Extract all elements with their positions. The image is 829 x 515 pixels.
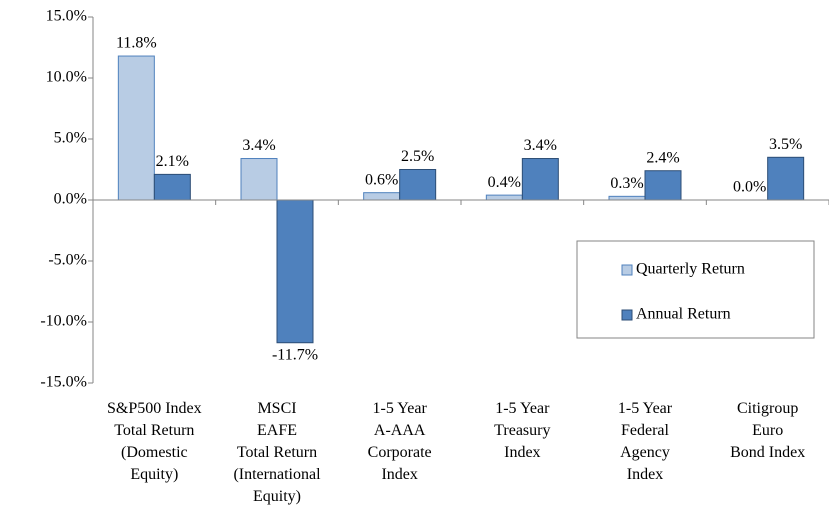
x-tick-label-line: Index [627, 466, 663, 483]
value-label: 0.4% [488, 174, 521, 191]
bar [153, 173, 191, 201]
value-label: 2.4% [646, 149, 679, 166]
value-label: 3.4% [242, 137, 275, 154]
y-tick-label: 0.0% [54, 191, 87, 208]
y-tick-label: 15.0% [46, 8, 87, 25]
bar [521, 158, 559, 201]
value-label: 0.6% [365, 171, 398, 188]
bar [117, 55, 155, 201]
y-tick-label: -15.0% [40, 374, 87, 391]
x-tick-label: Citigroup Euro Bond Index [730, 400, 805, 461]
x-tick-label-line: 1-5 Year [618, 400, 673, 417]
x-tick-label-line: (International [233, 466, 321, 483]
bar [767, 156, 805, 201]
x-tick-label-line: 1-5 Year [495, 400, 550, 417]
bar [608, 195, 646, 201]
x-tick-label-line: Euro [752, 422, 783, 439]
x-tick-label-line: Federal [621, 422, 670, 439]
x-tick-label-line: Total Return [237, 444, 317, 461]
legend-swatch [621, 309, 633, 321]
x-tick-label-line: Index [381, 466, 417, 483]
x-tick-label: 1-5 Year A-AAA Corporate Index [368, 400, 432, 483]
legend-box [576, 240, 815, 339]
value-label: 2.1% [156, 153, 189, 170]
x-tick-label-line: Total Return [114, 422, 194, 439]
bar [485, 194, 523, 201]
value-label: 2.5% [401, 148, 434, 165]
x-tick-label: 1-5 Year Federal Agency Index [618, 400, 673, 483]
value-label: 0.3% [610, 175, 643, 192]
x-tick-label-line: Bond Index [730, 444, 805, 461]
bar [644, 170, 682, 201]
bar [363, 192, 401, 201]
y-tick-label: 10.0% [46, 69, 87, 86]
x-tick-label-line: S&P500 Index [107, 400, 202, 417]
x-tick-label-line: Citigroup [737, 400, 798, 417]
legend-label: Quarterly Return [636, 261, 745, 278]
y-tick-label: 5.0% [54, 130, 87, 147]
legend-swatch [621, 264, 633, 276]
x-tick-label-line: A-AAA [374, 422, 426, 439]
x-tick-label-line: 1-5 Year [373, 400, 428, 417]
x-tick-label-line: Treasury [494, 422, 550, 439]
bar [276, 199, 314, 344]
x-tick-label-line: Equity) [130, 466, 178, 483]
x-tick-label: 1-5 Year Treasury Index [494, 400, 550, 461]
value-label: 3.5% [769, 136, 802, 153]
x-tick-label-line: Corporate [368, 444, 432, 461]
x-tick-label-line: EAFE [257, 422, 297, 439]
x-tick-label-line: Agency [620, 444, 670, 461]
x-tick-label-line: MSCI [257, 400, 296, 417]
x-tick-label: MSCI EAFE Total Return (International Equity… [233, 400, 321, 505]
value-label: 11.8% [116, 35, 157, 52]
y-tick-label: -10.0% [40, 313, 87, 330]
x-tick-label-line: (Domestic [121, 444, 188, 461]
x-tick-label-line: Index [504, 444, 540, 461]
x-tick-label-line: Equity) [253, 488, 301, 505]
value-label: -11.7% [272, 346, 318, 363]
legend-label: Annual Return [636, 306, 731, 323]
value-label: 3.4% [524, 137, 557, 154]
value-label: 0.0% [733, 179, 766, 196]
bar [399, 169, 437, 201]
y-tick-label: -5.0% [48, 252, 87, 269]
x-tick-label: S&P500 Index Total Return (Domestic Equity) [107, 400, 202, 483]
bar [240, 158, 278, 201]
